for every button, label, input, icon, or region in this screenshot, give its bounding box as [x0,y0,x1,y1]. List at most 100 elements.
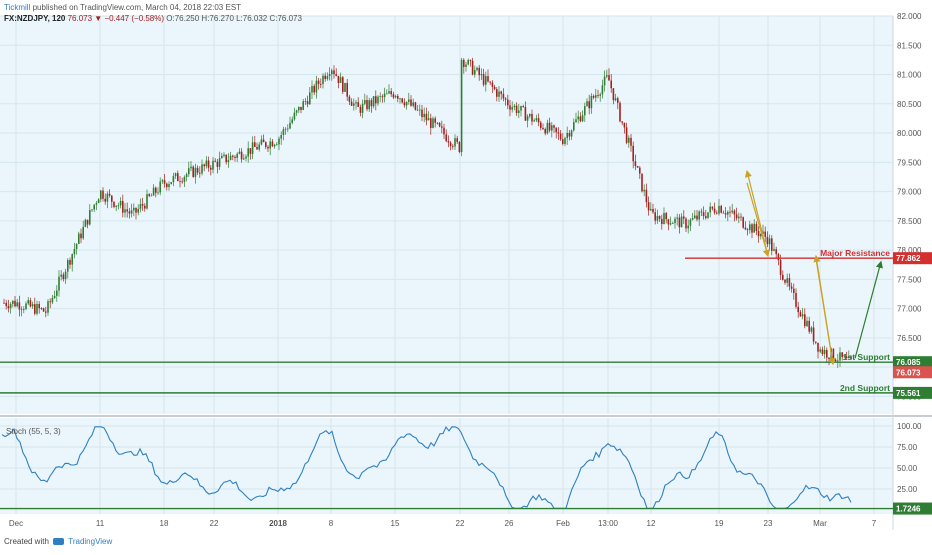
candle-body [258,144,260,150]
candle-body [601,85,604,95]
candle-body [427,118,430,121]
support2-price-tag: 75.561 [896,389,921,398]
candle-body [80,233,82,239]
candle-body [227,159,230,163]
support1-price-tag: 76.085 [896,358,921,367]
candle-body [223,154,225,156]
candle-body [570,130,573,137]
price-panel-bg [0,16,893,414]
candle-body [656,215,659,221]
candle-body [388,91,390,94]
y-tick-label: 78.500 [897,217,922,226]
candle-body [280,135,282,139]
candle-body [480,74,483,76]
candle-body [702,212,705,217]
candle-body [707,212,709,218]
candle-body [419,109,421,111]
author-link[interactable]: Tickmill [4,3,31,12]
candle-body [742,217,744,228]
candle-body [839,352,841,361]
candle-body [762,231,764,234]
candle-body [449,142,452,147]
candle-body [577,116,579,120]
candle-body [608,75,610,81]
stoch-tick-label: 100.00 [897,422,922,431]
candle-body [58,276,60,291]
candle-body [214,160,216,162]
candle-body [661,218,663,224]
candle-body [515,105,518,113]
candle-body [691,218,694,220]
resistance-price-tag-bg [893,252,932,265]
candle-body [251,142,254,154]
candle-body [190,166,192,169]
candle-body [326,75,329,80]
support1-price-tag-bg [893,356,932,369]
candle-body [168,184,170,188]
candle-body [199,172,201,174]
candle-body [641,173,643,192]
candle-body [612,88,615,101]
candle-body [322,75,324,85]
candle-body [766,236,769,245]
candle-body [606,75,608,77]
candle-body [676,217,678,219]
symbol-line: FX:NZDJPY, 120 76.073 ▼ −0.447 (−0.58%) … [4,14,302,23]
candle-body [394,95,397,98]
candle-body [236,153,238,158]
candle-body [647,202,650,211]
candle-body [650,208,652,211]
candle-body [474,70,476,75]
candle-body [273,144,276,147]
x-axis: Dec 11 18 22 2018 8 15 22 26 Feb 13:00 12 19 23 Mar 7 [9,519,877,528]
candle-body [784,279,786,283]
candle-body [700,211,703,213]
candle-body [69,260,71,265]
candle-body [771,238,773,251]
candle-body [711,206,714,209]
candle-body [559,133,562,140]
tradingview-link[interactable]: TradingView [68,537,113,546]
candle-body [555,127,557,133]
candle-body [179,181,181,182]
candle-body [654,212,656,221]
candle-body [412,102,414,106]
candle-body [49,301,51,303]
tradingview-logo-icon [53,538,65,546]
candle-body [20,309,23,311]
x-tick-label: 13:00 [598,519,619,528]
candle-body [526,116,529,121]
candle-body [144,205,146,209]
candle-body [405,101,408,106]
candle-body [45,311,47,313]
candle-body [240,151,243,160]
candle-body [713,208,716,213]
candle-body [773,249,775,251]
candle-body [34,304,36,314]
candle-body [390,91,392,95]
candle-body [300,106,302,110]
candle-body [97,199,100,204]
candle-body [359,106,362,113]
candle-body [548,122,551,131]
created-with-text: Created with [4,537,49,546]
candle-body [797,306,799,313]
candle-body [489,81,491,83]
candle-body [401,98,403,103]
candle-body [141,204,144,206]
candle-body [493,86,496,90]
x-tick-label: 15 [391,519,400,528]
candle-body [238,151,241,154]
candle-body [331,70,333,75]
candle-body [564,138,566,144]
candle-body [812,327,815,342]
candle-body [441,126,443,128]
candle-body [575,119,577,123]
candle-body [111,195,113,202]
candle-body [793,288,795,293]
candle-body [579,116,582,122]
stoch-indicator [0,426,893,510]
x-tick-label: 8 [329,519,334,528]
candle-body [625,127,628,143]
